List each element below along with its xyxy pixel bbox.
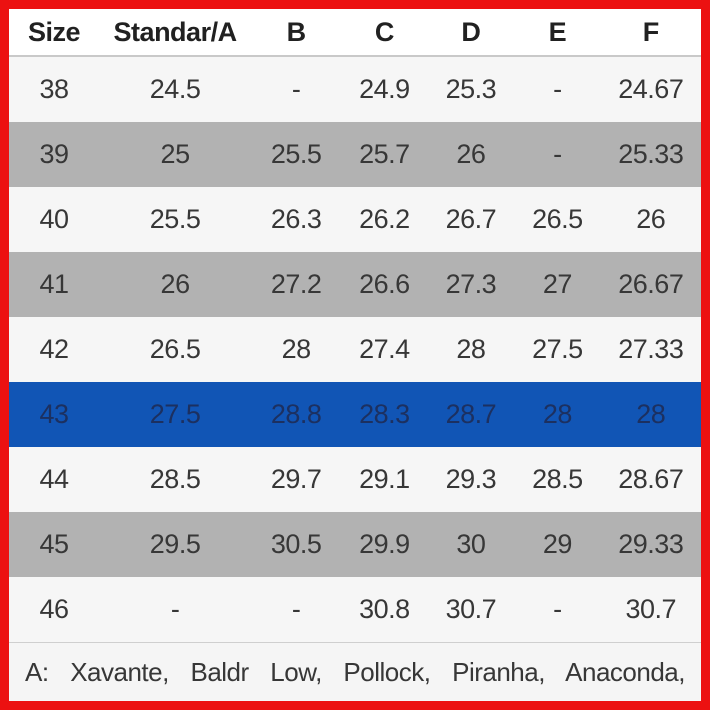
cell-b: - (291, 594, 301, 624)
cell-size: 42 (39, 334, 69, 364)
cell-b: - (291, 74, 301, 104)
cell-b: 30.5 (270, 529, 322, 559)
cell-b: 25.5 (270, 139, 322, 169)
table-row[interactable]: 44 28.5 29.7 29.1 29.3 28.5 28.67 (9, 447, 701, 512)
cell-e: 27 (542, 269, 573, 299)
cell-standar-a: 25.5 (149, 204, 201, 234)
table-row[interactable]: 46 - - 30.8 30.7 - 30.7 (9, 577, 701, 642)
cell-size: 44 (39, 464, 69, 494)
table-row[interactable]: 43 27.5 28.8 28.3 28.7 28 28 (9, 382, 701, 447)
cell-d: 29.3 (445, 464, 497, 494)
cell-c: 27.4 (359, 334, 410, 364)
cell-standar-a: 26 (160, 269, 191, 299)
cell-size: 41 (39, 269, 69, 299)
cell-c: 24.9 (359, 74, 410, 104)
table-row[interactable]: 42 26.5 28 27.4 28 27.5 27.33 (9, 317, 701, 382)
cell-size: 40 (39, 204, 69, 234)
cell-f: 27.33 (618, 334, 684, 364)
cell-d: 28 (456, 334, 486, 364)
cell-c: 25.7 (359, 139, 410, 169)
cell-standar-a: 27.5 (149, 399, 201, 429)
cell-e: - (553, 594, 562, 624)
table-header: Size Standar/A B C D E F (9, 9, 701, 57)
cell-standar-a: 26.5 (149, 334, 201, 364)
cell-e: 28 (542, 399, 573, 429)
table-row[interactable]: 38 24.5 - 24.9 25.3 - 24.67 (9, 57, 701, 122)
column-header-c: C (374, 16, 394, 47)
table-row[interactable]: 39 25 25.5 25.7 26 - 25.33 (9, 122, 701, 187)
cell-f: 28 (636, 399, 666, 429)
cell-f: 26.67 (618, 269, 684, 299)
cell-e: 26.5 (532, 204, 583, 234)
cell-f: 26 (636, 204, 666, 234)
cell-standar-a: - (170, 594, 180, 624)
cell-b: 29.7 (270, 464, 322, 494)
cell-f: 25.33 (618, 139, 684, 169)
cell-e: 29 (542, 529, 573, 559)
cell-c: 29.1 (359, 464, 410, 494)
cell-d: 27.3 (445, 269, 497, 299)
column-header-b: B (286, 16, 306, 47)
column-header-standar-a: Standar/A (113, 16, 238, 47)
column-header-size: Size (27, 16, 81, 47)
cell-b: 27.2 (270, 269, 322, 299)
cell-size: 43 (39, 399, 69, 429)
cell-size: 38 (39, 74, 69, 104)
cell-c: 26.6 (359, 269, 410, 299)
cell-b: 28 (281, 334, 312, 364)
cell-standar-a: 24.5 (149, 74, 201, 104)
cell-c: 30.8 (359, 594, 410, 624)
cell-b: 28.8 (270, 399, 322, 429)
cell-c: 26.2 (359, 204, 410, 234)
cell-d: 28.7 (445, 399, 497, 429)
cell-d: 30 (456, 529, 486, 559)
cell-d: 25.3 (445, 74, 497, 104)
cell-b: 26.3 (270, 204, 322, 234)
cell-c: 29.9 (359, 529, 410, 559)
table-body: 38 24.5 - 24.9 25.3 - 24.67 39 25 25.5 2… (9, 57, 701, 642)
cell-f: 30.7 (625, 594, 677, 624)
cell-e: 27.5 (532, 334, 583, 364)
cell-d: 30.7 (445, 594, 497, 624)
cell-e: - (553, 139, 562, 169)
cell-d: 26.7 (445, 204, 497, 234)
cell-d: 26 (456, 139, 486, 169)
cell-c: 28.3 (359, 399, 410, 429)
cell-size: 39 (39, 139, 69, 169)
cell-standar-a: 25 (160, 139, 191, 169)
column-header-d: D (461, 16, 481, 47)
table-row[interactable]: 45 29.5 30.5 29.9 30 29 29.33 (9, 512, 701, 577)
cell-size: 46 (39, 594, 69, 624)
cell-size: 45 (39, 529, 69, 559)
cell-f: 29.33 (618, 529, 684, 559)
cell-f: 24.67 (618, 74, 684, 104)
table-row[interactable]: 41 26 27.2 26.6 27.3 27 26.67 (9, 252, 701, 317)
cell-e: 28.5 (532, 464, 583, 494)
cell-e: - (553, 74, 562, 104)
cell-standar-a: 29.5 (149, 529, 201, 559)
cell-f: 28.67 (618, 464, 684, 494)
cell-standar-a: 28.5 (149, 464, 201, 494)
column-header-f: F (642, 16, 660, 47)
footnote: A: Xavante, Baldr Low, Pollock, Piranha,… (9, 642, 701, 701)
table-row[interactable]: 40 25.5 26.3 26.2 26.7 26.5 26 (9, 187, 701, 252)
column-header-e: E (548, 16, 567, 47)
